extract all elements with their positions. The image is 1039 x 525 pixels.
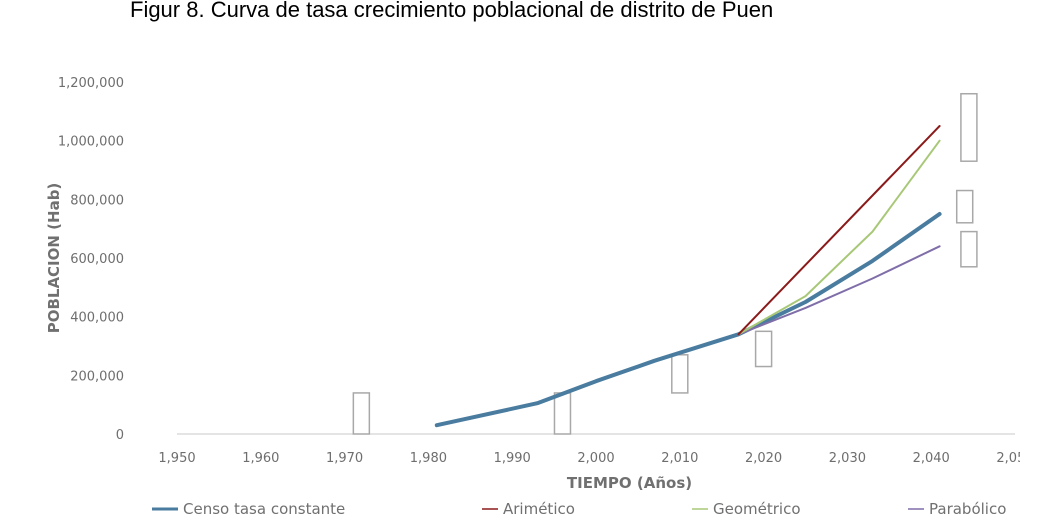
- annotation-box: [960, 230, 978, 268]
- x-tick-label: 1,950: [158, 451, 195, 466]
- legend: Censo tasa constante Arimético Geométrico P…: [152, 500, 1006, 518]
- annotation-box: [960, 92, 978, 162]
- annotation-box: [754, 330, 773, 368]
- annotation-box: [671, 354, 689, 394]
- series-line: [434, 212, 942, 428]
- x-tick-label: 2,020: [745, 451, 782, 466]
- x-tick-label: 2,050: [996, 451, 1020, 466]
- line-chart: POBLACION (Hab) TIEMPO (Años) 0 200,000 40…: [45, 76, 1034, 518]
- legend-label: Arimético: [503, 500, 575, 518]
- x-tick-label: 1,970: [326, 451, 363, 466]
- series-line: [737, 139, 941, 336]
- y-tick-labels: 0 200,000 400,000 600,000 800,000 1,000,000 1,…: [58, 76, 124, 443]
- annotation-box: [955, 189, 974, 224]
- chart-container: POBLACION (Hab) TIEMPO (Años) 0 200,000 40…: [20, 24, 1034, 520]
- series-lines: [434, 125, 942, 428]
- x-tick-label: 2,010: [661, 451, 698, 466]
- y-tick-label: 800,000: [70, 193, 124, 208]
- x-tick-label: 1,980: [410, 451, 447, 466]
- annotation-boxes: [352, 92, 978, 435]
- legend-label: Geométrico: [713, 500, 801, 518]
- y-tick-label: 1,000,000: [58, 135, 124, 150]
- x-tick-label: 2,000: [577, 451, 614, 466]
- series-line: [737, 245, 941, 336]
- y-tick-label: 200,000: [70, 369, 124, 384]
- legend-label: Censo tasa constante: [183, 500, 345, 518]
- y-tick-label: 600,000: [70, 252, 124, 267]
- y-tick-label: 400,000: [70, 311, 124, 326]
- y-tick-label: 0: [116, 428, 124, 443]
- annotation-box: [553, 392, 572, 435]
- series-line: [737, 125, 941, 336]
- y-axis-title-group: POBLACION (Hab): [45, 183, 63, 334]
- annotation-box: [352, 392, 371, 435]
- y-tick-label: 1,200,000: [58, 76, 124, 91]
- x-tick-label: 1,990: [494, 451, 531, 466]
- x-tick-label: 2,040: [913, 451, 950, 466]
- x-tick-label: 1,960: [242, 451, 279, 466]
- x-tick-labels: 1,950 1,960 1,970 1,980 1,990 2,000 2,010 2,020…: [158, 451, 1033, 466]
- x-axis-title: TIEMPO (Años): [567, 474, 692, 492]
- legend-label: Parabólico: [929, 500, 1006, 518]
- figure-caption: Figur 8. Curva de tasa crecimiento pobla…: [130, 0, 774, 22]
- x-tick-label: 2,030: [829, 451, 866, 466]
- y-axis-title: POBLACION (Hab): [45, 183, 63, 334]
